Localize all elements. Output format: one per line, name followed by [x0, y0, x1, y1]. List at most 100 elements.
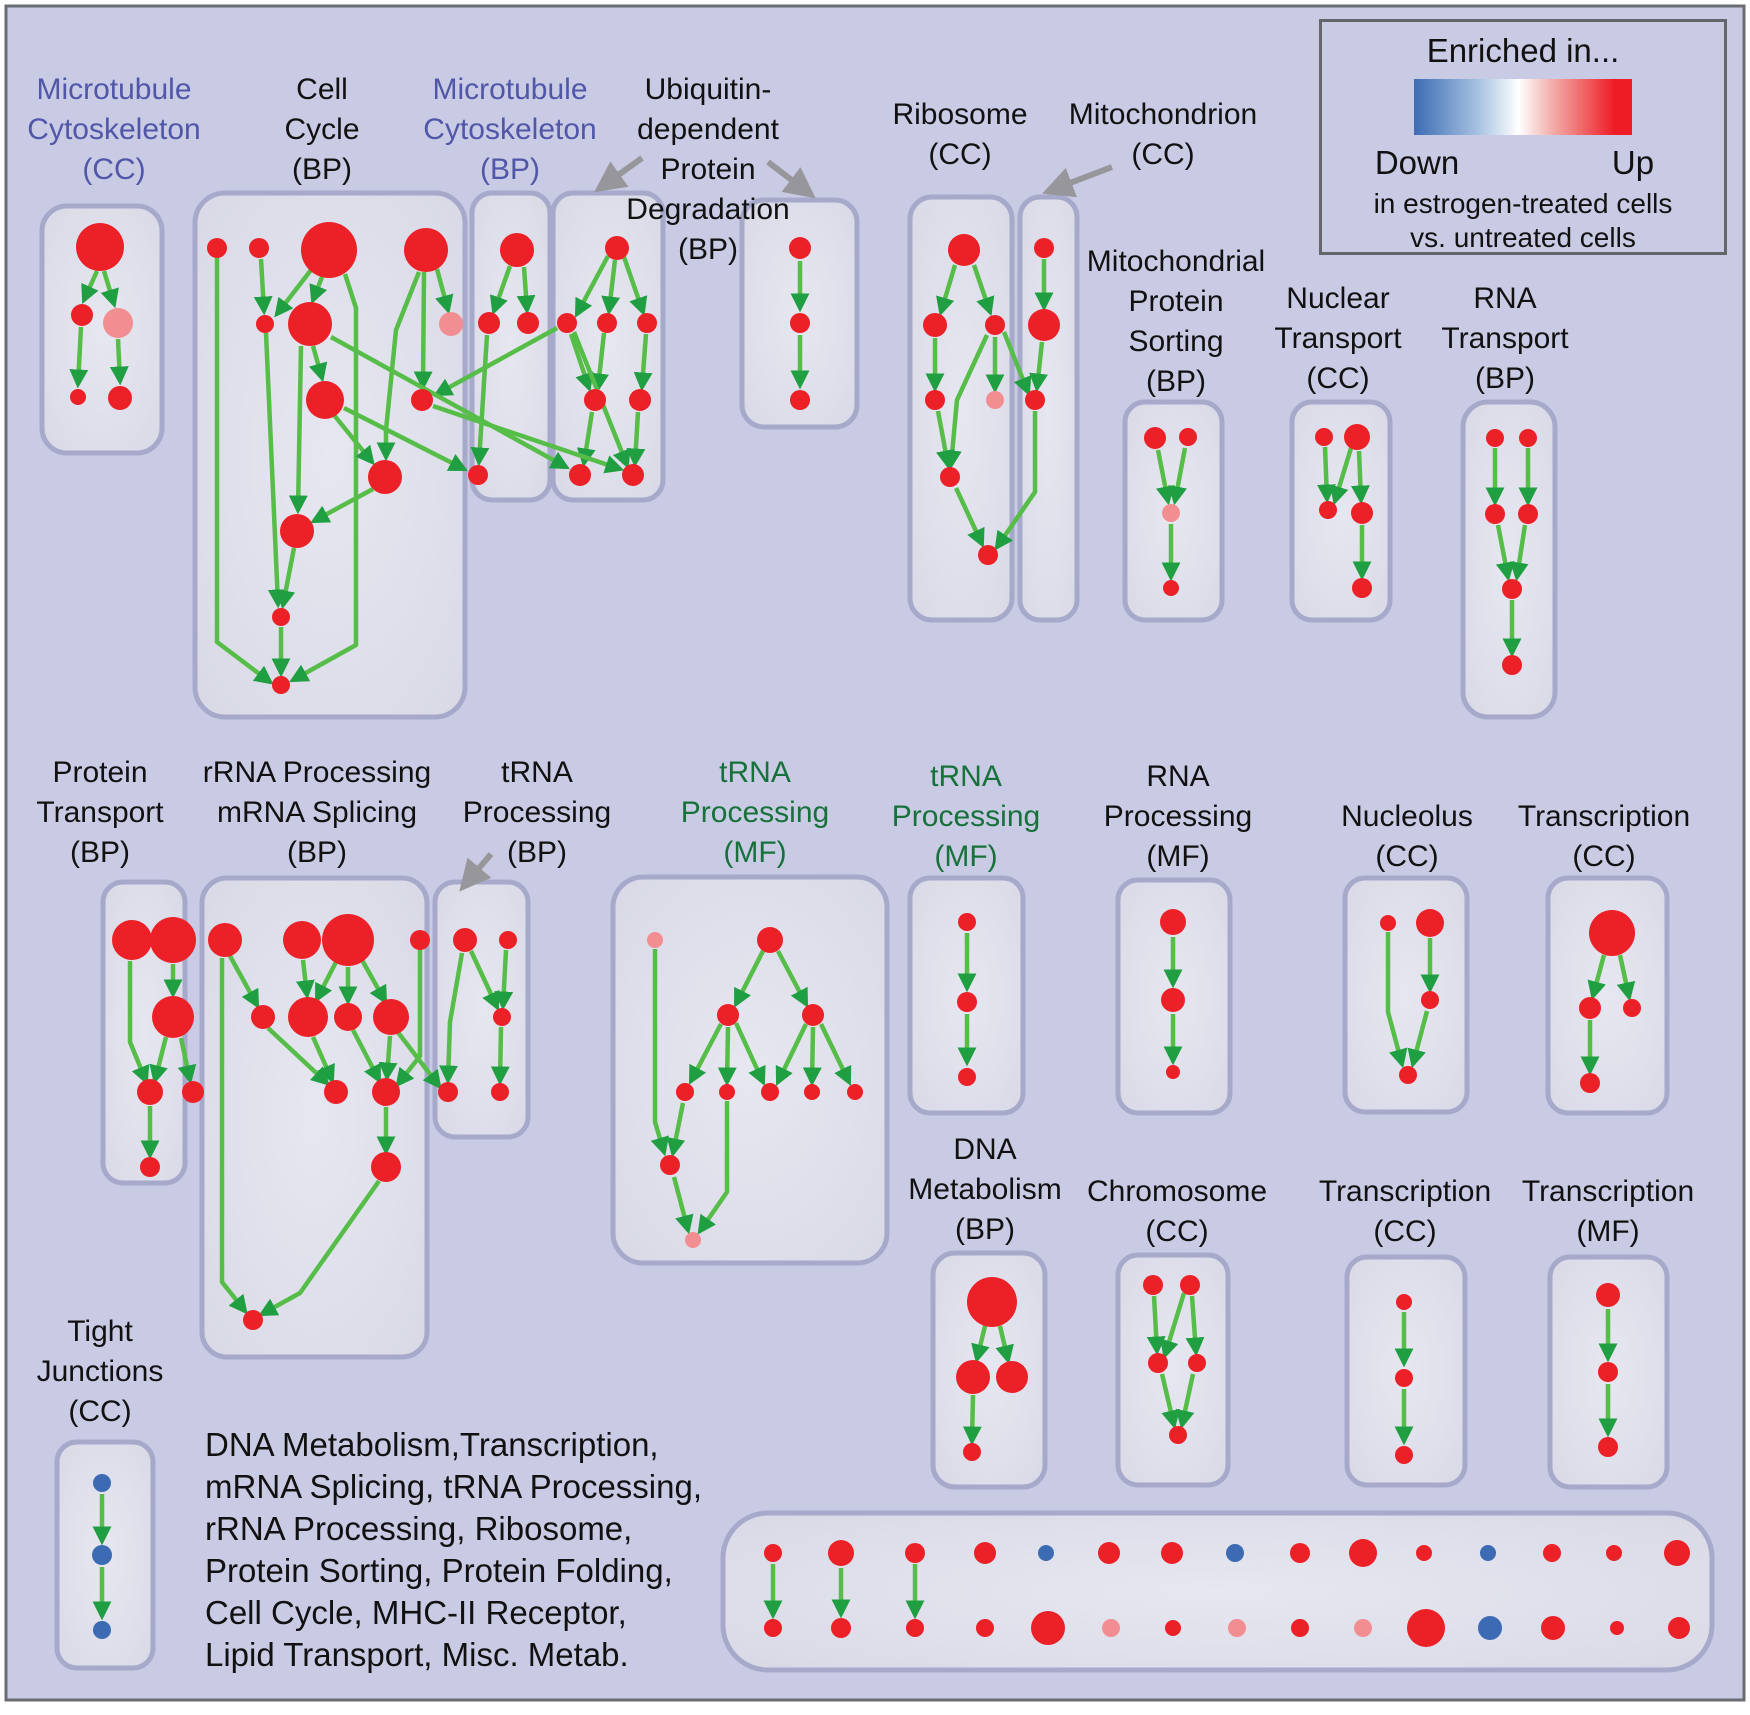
ubiquitin-degradation-bp-1-node-1 [557, 313, 577, 333]
trna-processing-mf-1-edge-7 [818, 1023, 852, 1086]
cell-cycle-bp-edge-13 [276, 547, 297, 610]
chromosome-cc-node-0 [1143, 1275, 1163, 1295]
label-microtubule-cytoskeleton-bp: Microtubule Cytoskeleton (BP) [423, 70, 596, 190]
transcription-mf-bot-node-1 [1598, 1362, 1618, 1382]
nucleolus-cc-node-0 [1380, 915, 1396, 931]
label-trna-processing-bp-line: tRNA [501, 756, 573, 789]
trna-processing-mf-1-edge-9 [666, 1102, 686, 1158]
label-tight-junctions-cc-line: Junctions [36, 1355, 164, 1388]
microtubule-cytoskeleton-bp-node-0 [500, 233, 534, 267]
trna-processing-mf-2-node-0 [958, 913, 976, 931]
pointer-mitochondrion [1042, 164, 1114, 198]
trna-processing-mf-1-edge-2 [688, 1022, 723, 1085]
nucleolus-cc-edge-0 [1385, 932, 1408, 1069]
trna-processing-mf-1-edge-3 [717, 1026, 737, 1087]
legend-subtitle-1: in estrogen-treated cells [1373, 188, 1673, 219]
rrna-processing-mrna-splicing-bp-edge-9 [378, 1035, 398, 1082]
cell-cycle-bp-node-8 [411, 389, 433, 411]
cell-cycle-bp-node-5 [288, 302, 332, 346]
legend-gradient-bar [1414, 79, 1632, 135]
label-nucleolus-cc: Nucleolus (CC) [1341, 797, 1473, 877]
dna-metabolism-bp-node-1 [956, 1360, 990, 1394]
rna-transport-bp-edge-3 [1509, 524, 1529, 582]
ribosome-cc-edge-5 [1001, 331, 1032, 397]
ubiquitin-degradation-bp-1-edge-0 [574, 254, 610, 318]
cell-cycle-bp-edge-2 [309, 276, 328, 305]
protein-transport-bp-edge-3 [177, 1037, 197, 1085]
label-trna-processing-mf-2: tRNA Processing (MF) [892, 757, 1040, 877]
label-trna-processing-mf-2-line: tRNA [930, 760, 1002, 793]
nuclear-transport-cc-edge-2 [1350, 450, 1370, 505]
transcription-mf-bot-node-0 [1596, 1283, 1620, 1307]
ribosome-cc-edge-7 [953, 487, 985, 548]
label-microtubule-cytoskeleton-cc: Microtubule Cytoskeleton (CC) [27, 70, 200, 190]
label-transcription-cc-bot-line: (CC) [1373, 1215, 1437, 1248]
dna-metabolism-bp-node-3 [963, 1443, 981, 1461]
label-ubiquitin: Ubiquitin-dependent Protein Degradation (BP… [626, 70, 789, 270]
microtubule-cytoskeleton-cc-edge-3 [109, 338, 129, 386]
label-transcription-cc-mid: Transcription (CC) [1518, 797, 1690, 877]
chromosome-cc-edge-3 [1159, 1373, 1180, 1430]
mitochondrion-cc-node-0 [1034, 238, 1054, 258]
summary-strip-node-1 [828, 1540, 854, 1566]
cell-cycle-bp-edge-5 [413, 271, 433, 391]
tight-junctions-cc-node-2 [93, 1621, 111, 1639]
dna-metabolism-bp-edge-2 [962, 1394, 982, 1446]
transcription-cc-mid-edge-0 [1587, 954, 1607, 1001]
transcription-cc-bot-node-2 [1395, 1446, 1413, 1464]
label-trna-processing-mf-2-line: (MF) [934, 840, 998, 873]
trna-processing-mf-1-node-5 [719, 1084, 735, 1100]
ubiquitin-degradation-bp-1-edge-8 [626, 411, 646, 468]
cross-cellcycle-to-ubiq-right [432, 403, 625, 474]
rrna-processing-mrna-splicing-bp-edge-5 [360, 958, 388, 1005]
rna-processing-mf-node-2 [1166, 1065, 1180, 1079]
ubiquitin-degradation-bp-2-node-0 [789, 237, 811, 259]
nucleolus-cc-edge-2 [1407, 1010, 1430, 1069]
rrna-processing-mrna-splicing-bp-edge-10 [395, 950, 423, 1088]
trna-processing-mf-2-node-1 [957, 992, 977, 1012]
cell-cycle-bp-edge-12 [310, 487, 375, 524]
label-trna-processing-bp: tRNA Processing (BP) [463, 753, 611, 873]
rrna-processing-mrna-splicing-bp-edge-13 [258, 1179, 381, 1317]
summary-strip-node-2 [905, 1543, 925, 1563]
microtubule-cytoskeleton-cc-node-4 [108, 386, 132, 410]
cell-cycle-bp-node-9 [368, 460, 402, 494]
summary-strip-node-0 [764, 1544, 782, 1562]
label-mitochondrial-protein-sorting-line: (BP) [1145, 365, 1206, 398]
tight-junctions-cc-node-1 [92, 1545, 112, 1565]
pointer-trna-bp [459, 852, 494, 892]
microtubule-cytoskeleton-cc-node-1 [71, 304, 93, 326]
trna-processing-bp-edge-1 [468, 950, 500, 1011]
trna-processing-bp-node-2 [493, 1008, 511, 1026]
transcription-cc-mid-edge-1 [1616, 954, 1636, 1002]
label-cell-cycle-bp: Cell Cycle (BP) [284, 70, 359, 190]
misc-category-line: Cell Cycle, MHC-II Receptor, [205, 1594, 627, 1631]
dna-metabolism-bp-node-2 [996, 1361, 1028, 1393]
trna-processing-mf-1-node-0 [647, 932, 663, 948]
microtubule-cytoskeleton-bp-node-2 [517, 312, 539, 334]
summary-strip-node-9 [1349, 1539, 1377, 1567]
label-dna-metabolism-bp-line: Metabolism [908, 1173, 1062, 1206]
dna-metabolism-bp-box [930, 1250, 1048, 1490]
protein-transport-bp-edge-0 [127, 961, 150, 1086]
protein-transport-bp-node-0 [112, 920, 152, 960]
label-tight-junctions-cc-line: (CC) [68, 1395, 132, 1428]
label-cell-cycle-bp-line: (BP) [291, 153, 352, 186]
trna-processing-mf-1-node-6 [761, 1083, 779, 1101]
label-transcription-mf-bot-line: (MF) [1576, 1215, 1640, 1248]
cross-ubiq-to-cellcycle [433, 326, 559, 397]
rrna-processing-mrna-splicing-bp-edge-3 [314, 960, 339, 1003]
mitochondrial-protein-sorting-bp-node-1 [1179, 428, 1197, 446]
label-rna-processing-mf-line: (MF) [1146, 840, 1210, 873]
rrna-processing-mrna-splicing-bp-node-0 [208, 923, 242, 957]
nuclear-transport-cc-node-2 [1319, 501, 1337, 519]
legend-down-label: Down [1374, 144, 1460, 181]
microtubule-cytoskeleton-cc-node-0 [76, 223, 124, 271]
label-protein-transport-bp-line: (BP) [69, 836, 130, 869]
label-rna-processing-mf: RNA Processing (MF) [1104, 757, 1252, 877]
rna-transport-bp-node-4 [1502, 579, 1522, 599]
chromosome-cc-edge-2 [1185, 1295, 1205, 1357]
summary-strip-node-12 [1543, 1544, 1561, 1562]
protein-transport-bp-node-4 [182, 1081, 204, 1103]
